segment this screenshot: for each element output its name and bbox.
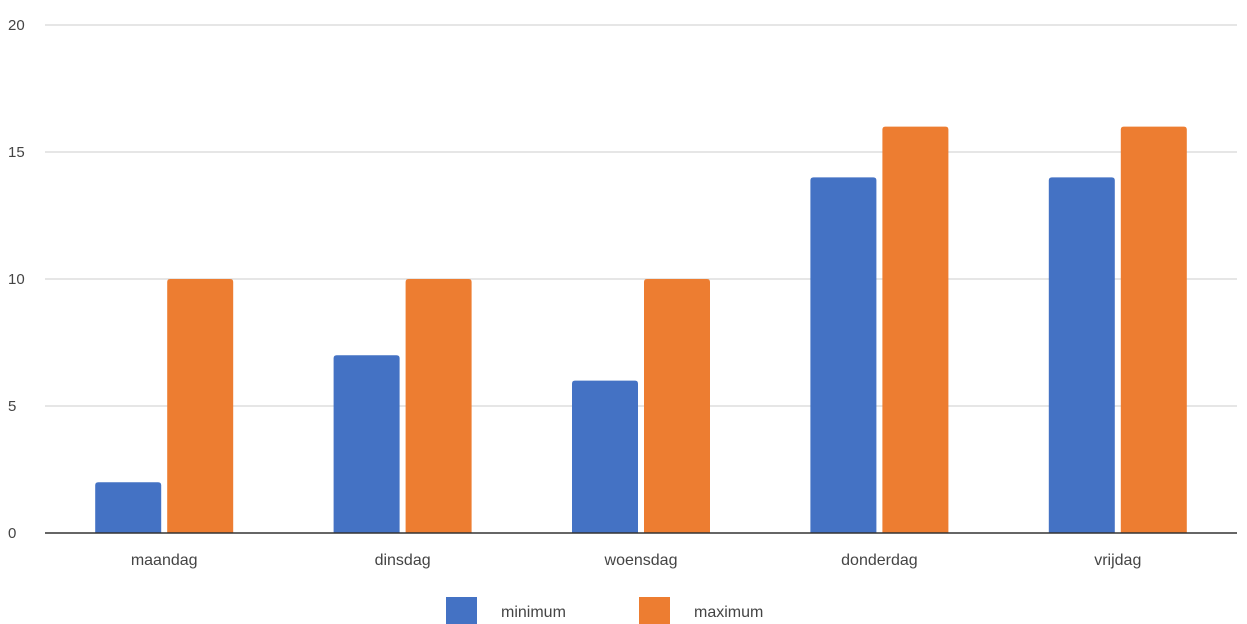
bars [95, 126, 1187, 533]
x-tick-label: vrijdag [1094, 552, 1141, 569]
y-tick-label: 20 [8, 17, 25, 34]
y-tick-label: 10 [8, 271, 25, 288]
legend-label: maximum [694, 604, 763, 621]
legend-item-minimum: minimum [446, 597, 566, 624]
y-tick-label: 15 [8, 144, 25, 161]
gridlines [45, 24, 1237, 407]
legend: minimum maximum [446, 597, 763, 624]
bar-maximum-donderdag [882, 126, 949, 533]
bar-maximum-vrijdag [1120, 126, 1187, 533]
bar-maximum-maandag [167, 279, 234, 533]
legend-item-maximum: maximum [639, 597, 763, 624]
x-tick-label: maandag [131, 552, 198, 569]
y-axis-ticks: 0 5 10 15 20 [8, 17, 25, 542]
bar-minimum-dinsdag [333, 355, 400, 533]
legend-swatch [446, 597, 477, 624]
bar-minimum-vrijdag [1048, 177, 1115, 533]
legend-swatch [639, 597, 670, 624]
y-tick-label: 0 [8, 525, 16, 542]
x-tick-label: woensdag [604, 552, 678, 569]
x-tick-label: dinsdag [375, 552, 431, 569]
y-tick-label: 5 [8, 398, 16, 415]
bar-minimum-donderdag [810, 177, 877, 533]
x-axis-labels: maandag dinsdag woensdag donderdag vrijdag [131, 552, 1142, 569]
bar-minimum-woensdag [572, 380, 638, 533]
legend-label: minimum [501, 604, 566, 621]
bar-maximum-woensdag [644, 279, 710, 533]
bar-maximum-dinsdag [405, 279, 472, 533]
x-tick-label: donderdag [841, 552, 918, 569]
bar-minimum-maandag [95, 482, 162, 533]
